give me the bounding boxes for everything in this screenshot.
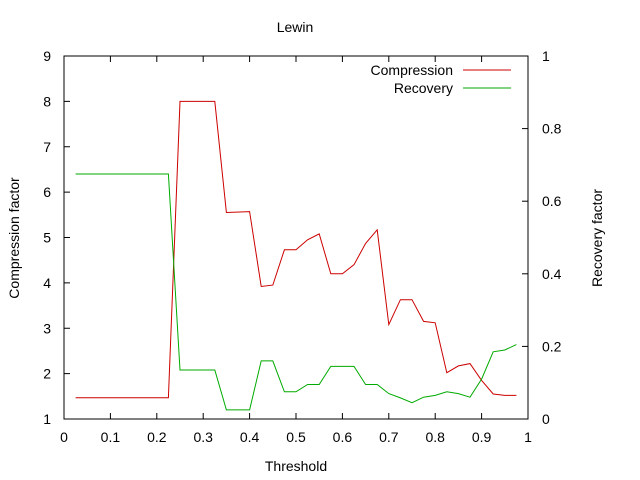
y2-tick-label: 0.2 bbox=[542, 338, 562, 354]
ticks: 0 0.1 0.2 0.3 0.4 0.5 0.6 0.7 0.8 0.9 1 1 2 3 4 5 6 7 8 9 0 0… bbox=[43, 48, 561, 445]
y-tick-label: 4 bbox=[43, 275, 51, 291]
x-tick-label: 0.5 bbox=[286, 429, 306, 445]
x-tick-label: 0.9 bbox=[472, 429, 492, 445]
y-axis-label: Compression factor bbox=[6, 177, 22, 299]
x-tick-label: 0.4 bbox=[240, 429, 260, 445]
y-tick-label: 5 bbox=[43, 230, 51, 246]
plot-frame bbox=[63, 55, 529, 420]
y2-tick-label: 0.6 bbox=[542, 193, 562, 209]
x-tick-label: 0.3 bbox=[193, 429, 213, 445]
y-tick-label: 7 bbox=[43, 139, 51, 155]
y-tick-label: 1 bbox=[43, 411, 51, 427]
x-tick-label: 0.8 bbox=[425, 429, 445, 445]
x-tick-label: 0.7 bbox=[379, 429, 399, 445]
legend: Compression Recovery bbox=[371, 62, 511, 96]
x-tick-label: 0.1 bbox=[101, 429, 121, 445]
x-tick-label: 0.6 bbox=[333, 429, 353, 445]
y2-tick-label: 1 bbox=[542, 48, 550, 64]
y-tick-label: 3 bbox=[43, 320, 51, 336]
y2-tick-label: 0 bbox=[542, 411, 550, 427]
x-tick-label: 0.2 bbox=[147, 429, 167, 445]
legend-label: Recovery bbox=[394, 80, 453, 96]
y-tick-label: 8 bbox=[43, 93, 51, 109]
y2-tick-label: 0.8 bbox=[542, 121, 562, 137]
x-tick-label: 0 bbox=[60, 429, 68, 445]
plot-border bbox=[63, 55, 529, 420]
legend-label: Compression bbox=[371, 62, 453, 78]
y2-tick-label: 0.4 bbox=[542, 266, 562, 282]
y-tick-label: 9 bbox=[43, 48, 51, 64]
x-axis-label: Threshold bbox=[265, 458, 327, 474]
chart-title: Lewin bbox=[277, 19, 314, 35]
x-tick-label: 1 bbox=[524, 429, 532, 445]
y-tick-label: 2 bbox=[43, 366, 51, 382]
series-line-compression bbox=[75, 100, 517, 399]
series-lines bbox=[75, 100, 517, 411]
y-tick-label: 6 bbox=[43, 184, 51, 200]
y2-axis-label: Recovery factor bbox=[589, 189, 605, 287]
series-line-recovery bbox=[75, 173, 517, 411]
